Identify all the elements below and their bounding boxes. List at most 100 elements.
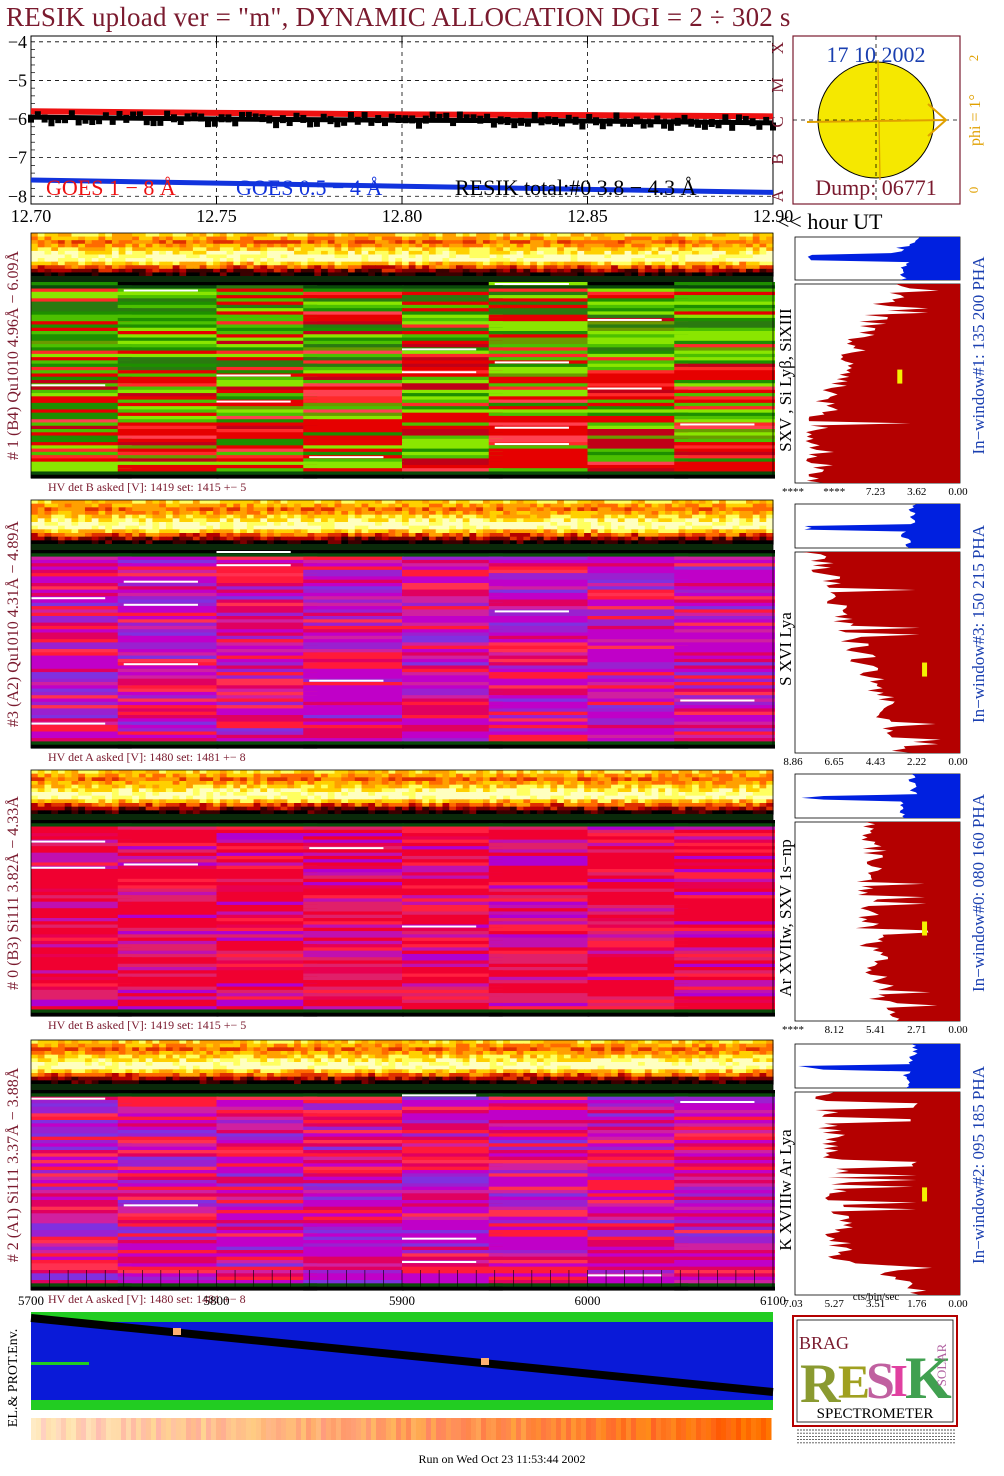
spectrogram-top-cell bbox=[570, 803, 578, 808]
spectrogram-top-cell bbox=[172, 529, 180, 534]
spectrogram-top-cell bbox=[327, 233, 336, 238]
spectrogram-top-cell bbox=[213, 272, 221, 277]
spectrogram-top-cell bbox=[111, 522, 120, 527]
spectrogram-top-cell bbox=[314, 792, 322, 797]
spectrogram-cell bbox=[488, 652, 590, 657]
spectrogram-cell bbox=[587, 406, 689, 410]
spectrogram-top-cell bbox=[658, 254, 666, 259]
spectrogram-top-cell bbox=[698, 233, 707, 238]
spectrogram-cell bbox=[587, 282, 689, 286]
spectrogram-top-cell bbox=[44, 518, 52, 523]
spectrogram-top-cell bbox=[462, 777, 471, 782]
spectrogram-top-cell bbox=[752, 503, 761, 508]
spectrogram-top-cell bbox=[489, 799, 498, 804]
spectrogram-top-cell bbox=[287, 254, 295, 259]
spectrogram-top-cell bbox=[631, 243, 639, 248]
spectrogram-cell bbox=[303, 461, 404, 466]
lightcurve-class-letter: M bbox=[768, 77, 787, 92]
spectrogram-top-cell bbox=[739, 525, 747, 530]
spectrogram-cell bbox=[216, 708, 318, 713]
spectrogram-top-cell bbox=[563, 784, 572, 789]
spectrogram-top-cell bbox=[31, 792, 39, 797]
spectrogram-top-cell bbox=[705, 511, 713, 516]
spectrogram-top-cell bbox=[665, 250, 673, 256]
spectrogram-top-cell bbox=[321, 773, 329, 778]
spectrogram-cell bbox=[674, 399, 775, 404]
spectrogram-top-cell bbox=[233, 522, 241, 527]
spectrogram-top-cell bbox=[692, 792, 700, 797]
spectrogram-top-cell bbox=[665, 792, 673, 797]
spectrogram-top-cell bbox=[280, 261, 288, 266]
spectrogram-top-cell bbox=[138, 240, 147, 245]
spectrogram-top-cell bbox=[692, 247, 700, 252]
spectrogram-top-cell bbox=[557, 536, 565, 541]
spectrogram-top-cell bbox=[368, 258, 376, 263]
spectrogram-top-cell bbox=[287, 503, 295, 508]
spectrogram-top-cell bbox=[246, 529, 255, 534]
spectrogram-top-cell bbox=[294, 773, 302, 778]
spectrogram-top-cell bbox=[712, 536, 720, 541]
lightcurve-point bbox=[170, 114, 177, 123]
lightcurve-x-tick-label: 12.70 bbox=[11, 206, 52, 226]
spectrogram-top-cell bbox=[739, 500, 747, 505]
spectrogram-top-cell bbox=[604, 236, 612, 241]
spectrogram-top-cell bbox=[415, 254, 423, 259]
spectrogram-top-cell bbox=[64, 784, 73, 789]
spectrogram-top-cell bbox=[233, 795, 241, 800]
lightcurve-point bbox=[735, 114, 742, 123]
spectrogram-top-cell bbox=[476, 781, 484, 786]
spectrogram-cell bbox=[488, 311, 590, 316]
spectrogram-cell bbox=[674, 655, 775, 660]
spectrogram-top-cell bbox=[732, 522, 740, 527]
spectrogram-top-cell bbox=[692, 233, 700, 238]
spectrogram-top-cell bbox=[145, 777, 154, 782]
spectrogram-top-cell bbox=[509, 254, 518, 259]
lightcurve-point bbox=[123, 114, 130, 123]
spectrogram-cell bbox=[303, 635, 404, 640]
spectrogram-top-cell bbox=[273, 272, 282, 277]
spectrogram-top-cell bbox=[98, 795, 106, 800]
spectrogram-top-cell bbox=[469, 250, 477, 256]
spectrogram-top-cell bbox=[287, 233, 295, 238]
spectrogram-top-cell bbox=[294, 514, 302, 519]
spectrogram-top-cell bbox=[37, 236, 46, 241]
spectrogram-top-cell bbox=[179, 240, 187, 245]
spectrogram-top-cell bbox=[31, 243, 39, 248]
spectrogram-top-cell bbox=[91, 268, 100, 274]
spectrogram-top-cell bbox=[698, 240, 707, 245]
spectrogram-top-cell bbox=[246, 540, 255, 545]
spectrogram-top-cell bbox=[37, 250, 46, 256]
spectrogram-cell bbox=[303, 556, 404, 561]
spectrogram-top-cell bbox=[415, 770, 423, 775]
spectrogram-top-cell bbox=[240, 795, 248, 800]
spectrogram-top-cell bbox=[449, 799, 457, 804]
spectrogram-top-cell bbox=[111, 511, 120, 516]
spectrogram-top-cell bbox=[280, 536, 288, 541]
spectrogram-top-cell bbox=[597, 243, 605, 248]
spectrogram-top-cell bbox=[307, 806, 315, 811]
spectrogram-top-cell bbox=[563, 770, 572, 775]
spectrogram-top-cell bbox=[105, 247, 113, 252]
spectrogram-cell bbox=[587, 376, 689, 381]
spectrogram-top-cell bbox=[604, 533, 612, 538]
spectrogram-top-cell bbox=[543, 507, 551, 512]
spectrogram-cell bbox=[303, 576, 404, 581]
spectrogram-cell bbox=[674, 682, 775, 686]
spectrogram-top-cell bbox=[530, 514, 538, 519]
spectrogram-top-cell bbox=[294, 240, 302, 245]
spectrogram-top-cell bbox=[381, 272, 390, 277]
spectrogram-top-cell bbox=[422, 533, 430, 538]
spectrogram-top-cell bbox=[105, 781, 113, 786]
spectrogram-cell bbox=[587, 337, 689, 342]
spectrogram-top-cell bbox=[557, 511, 565, 516]
spectrogram-top-cell bbox=[482, 261, 491, 266]
spectrogram-top-cell bbox=[536, 503, 545, 508]
spectrogram-top-cell bbox=[273, 236, 282, 241]
spectrogram-top-cell bbox=[516, 518, 525, 523]
spectrogram-cell bbox=[402, 393, 503, 397]
spectrogram-top-cell bbox=[476, 777, 484, 782]
spectrogram-top-cell bbox=[206, 522, 214, 527]
spectrogram-top-cell bbox=[395, 803, 403, 808]
spectrogram-top-cell bbox=[71, 518, 79, 523]
spectrogram-top-cell bbox=[476, 511, 484, 516]
